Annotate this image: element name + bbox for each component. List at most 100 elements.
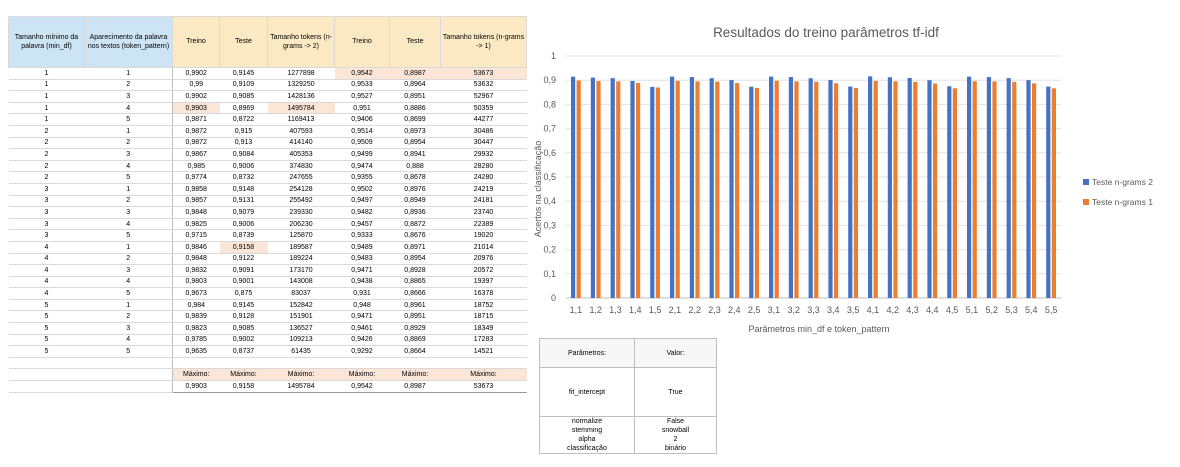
cell-teste-ngram2: 0,9109: [219, 79, 268, 92]
bar-ngram2: [927, 80, 932, 298]
cell-treino-ngram2: 0,985: [172, 160, 220, 173]
cell-teste-ngram2: 0,9084: [219, 148, 268, 161]
header-tokens-ngram2: Tamanho tokens (n-grams -> 2): [267, 16, 335, 68]
table-row: 4 5 0,9673 0,875 83037 0,931 0,8666 16378: [8, 287, 527, 300]
x-tick-label: 1,4: [629, 305, 642, 315]
cell-teste-ngram1: 0,8961: [389, 299, 441, 312]
param-value: snowball: [634, 426, 717, 435]
cell-treino-ngram2: 0,9774: [172, 171, 220, 184]
table-row: 3 3 0,9848 0,9079 239330 0,9482 0,8936 23740: [8, 206, 527, 219]
max-label: Máximo:: [172, 368, 220, 382]
cell-teste-ngram1: 0,8699: [389, 113, 441, 126]
param-row: fit_intercept True: [539, 367, 717, 417]
cell-tokens-ngram2: 189587: [267, 241, 335, 254]
cell-teste-ngram2: 0,9148: [219, 183, 268, 196]
cell-min-df: 3: [8, 229, 85, 242]
cell-teste-ngram2: 0,8732: [219, 171, 268, 184]
x-axis-label: Parâmetros min_df e token_pattern: [748, 324, 889, 334]
cell-token-pattern: 4: [84, 160, 173, 173]
legend-label: Teste n-grams 2: [1092, 177, 1153, 187]
cell-min-df: 4: [8, 276, 85, 289]
cell-tokens-ngram2: 83037: [267, 287, 335, 300]
bar-ngram1: [873, 80, 878, 299]
cell-tokens-ngram1: 19397: [440, 276, 527, 289]
cell-tokens-ngram2: 173170: [267, 264, 335, 277]
bar-ngram2: [769, 76, 774, 298]
cell-teste-ngram1: 0,888: [389, 160, 441, 173]
cell-tokens-ngram2: 1428136: [267, 90, 335, 103]
cell-token-pattern: 3: [84, 264, 173, 277]
cell-token-pattern: 2: [84, 195, 173, 208]
x-tick-label: 2,4: [728, 305, 741, 315]
results-table: Tamanho mínimo da palavra (min_df) Apare…: [8, 16, 527, 393]
cell-min-df: 2: [8, 125, 85, 138]
cell-token-pattern: 2: [84, 253, 173, 266]
cell-teste-ngram2: 0,9131: [219, 195, 268, 208]
x-tick-label: 5,1: [966, 305, 979, 315]
empty-cell: [84, 368, 173, 382]
cell-teste-ngram2: 0,875: [219, 287, 268, 300]
table-row: 3 2 0,9857 0,9131 255492 0,9497 0,8949 24181: [8, 195, 527, 208]
cell-teste-ngram1: 0,8929: [389, 322, 441, 335]
cell-treino-ngram2: 0,9872: [172, 137, 220, 150]
cell-teste-ngram1: 0,8865: [389, 276, 441, 289]
cell-treino-ngram2: 0,9902: [172, 67, 220, 80]
cell-treino-ngram2: 0,9846: [172, 241, 220, 254]
cell-tokens-ngram1: 50359: [440, 102, 527, 115]
cell-min-df: 5: [8, 322, 85, 335]
x-tick-label: 1,1: [570, 305, 583, 315]
cell-treino-ngram2: 0,984: [172, 299, 220, 312]
bar-ngram2: [689, 77, 694, 298]
cell-tokens-ngram1: 24181: [440, 195, 527, 208]
cell-treino-ngram1: 0,9406: [334, 113, 390, 126]
cell-tokens-ngram1: 18752: [440, 299, 527, 312]
y-tick-label: 1: [551, 51, 556, 61]
cell-treino-ngram2: 0,9832: [172, 264, 220, 277]
bar-ngram1: [933, 83, 938, 298]
max-label: Máximo:: [389, 368, 441, 382]
bar-ngram1: [616, 81, 621, 298]
cell-tokens-ngram2: 247655: [267, 171, 335, 184]
empty-cell: [84, 380, 173, 393]
cell-teste-ngram1: 0,8976: [389, 183, 441, 196]
x-tick-label: 3,2: [787, 305, 800, 315]
bar-ngram1: [596, 81, 601, 298]
y-tick-label: 0,5: [543, 172, 556, 182]
cell-treino-ngram2: 0,9673: [172, 287, 220, 300]
param-value: False: [634, 416, 717, 426]
cell-token-pattern: 4: [84, 102, 173, 115]
cell-tokens-ngram2: 1495784: [267, 102, 335, 115]
cell-teste-ngram1: 0,8666: [389, 287, 441, 300]
cell-treino-ngram2: 0,9903: [172, 102, 220, 115]
y-tick-label: 0,9: [543, 75, 556, 85]
cell-token-pattern: 1: [84, 67, 173, 80]
cell-tokens-ngram2: 136527: [267, 322, 335, 335]
cell-teste-ngram2: 0,8737: [219, 345, 268, 358]
bar-ngram2: [590, 77, 595, 299]
table-row: 3 5 0,9715 0,8739 125870 0,9333 0,8676 19020: [8, 229, 527, 242]
cell-tokens-ngram1: 16378: [440, 287, 527, 300]
cell-teste-ngram2: 0,9079: [219, 206, 268, 219]
cell-min-df: 4: [8, 253, 85, 266]
cell-treino-ngram1: 0,948: [334, 299, 390, 312]
cell-min-df: 3: [8, 183, 85, 196]
table-row: 1 3 0,9902 0,9085 1428136 0,9527 0,8951 52967: [8, 90, 527, 103]
cell-min-df: 4: [8, 264, 85, 277]
bar-ngram2: [808, 78, 813, 298]
cell-tokens-ngram1: 18715: [440, 310, 527, 324]
max-value: 0,9903: [172, 380, 220, 393]
table-row: 2 4 0,985 0,9006 374830 0,9474 0,888 28280: [8, 160, 527, 173]
cell-teste-ngram2: 0,9006: [219, 218, 268, 231]
cell-teste-ngram1: 0,8872: [389, 218, 441, 231]
table-body: 1 1 0,9902 0,9145 1277898 0,9542 0,8987 53673 1 2…: [8, 67, 527, 393]
cell-teste-ngram2: 0,9085: [219, 90, 268, 103]
cell-tokens-ngram2: 206230: [267, 218, 335, 231]
cell-teste-ngram1: 0,8928: [389, 264, 441, 277]
bar-ngram2: [848, 86, 853, 298]
cell-tokens-ngram1: 30447: [440, 137, 527, 150]
cell-treino-ngram2: 0,9872: [172, 125, 220, 138]
param-name: normalize: [539, 416, 635, 426]
parameters-table: Parâmetros: Valor: fit_intercept True no…: [539, 338, 717, 454]
cell-token-pattern: 5: [84, 113, 173, 126]
cell-tokens-ngram2: 405353: [267, 148, 335, 161]
